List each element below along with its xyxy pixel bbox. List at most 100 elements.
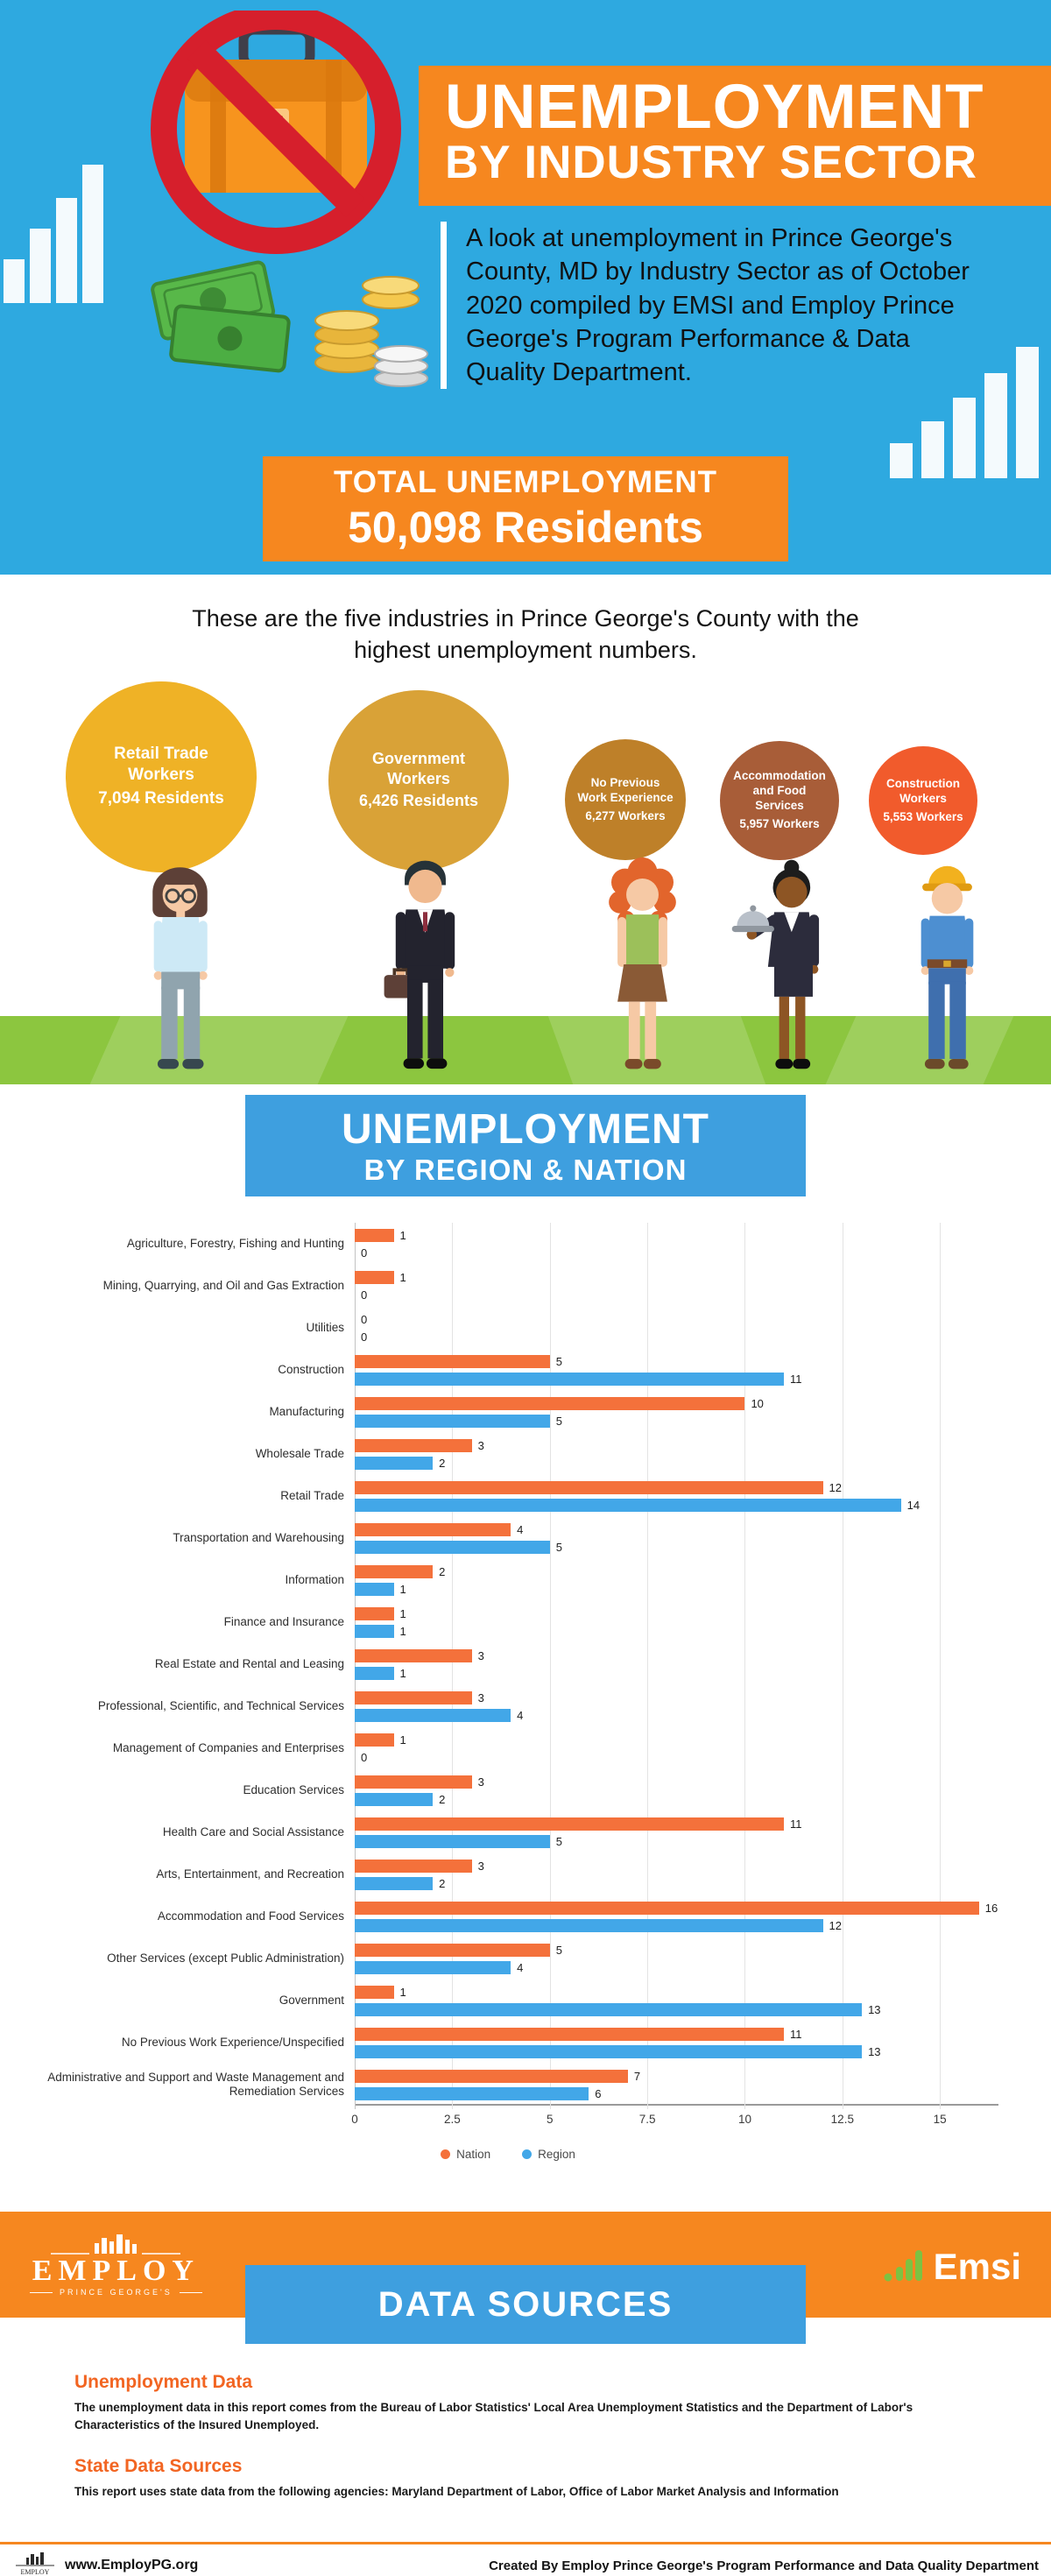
emsi-logo: Emsi <box>883 2245 1021 2287</box>
region-bar <box>355 1876 434 1890</box>
chart-row: Accommodation and Food Services 16 12 <box>18 1895 998 1937</box>
chart-row: No Previous Work Experience/Unspecified 1… <box>18 2022 998 2064</box>
nation-bar <box>355 1606 394 1620</box>
chart-row: Manufacturing 10 5 <box>18 1391 998 1433</box>
chart-x-axis: 0 2.5 5 7.5 10 12.5 15 <box>351 2106 998 2135</box>
bar-value-label: 3 <box>477 1690 484 1704</box>
bar-value-label: 1 <box>399 1666 406 1680</box>
bar-value-label: 1 <box>399 1228 406 1242</box>
chart-row: Education Services 3 2 <box>18 1769 998 1811</box>
x-tick-label: 5 <box>546 2113 554 2126</box>
region-bar <box>355 1624 394 1638</box>
bar-chart-decoration-left <box>4 165 103 303</box>
chart-legend: Nation Region <box>18 2148 998 2161</box>
employ-logo-text: EMPLOY <box>32 2254 200 2287</box>
industry-bubble: No Previous Work Experience 6,277 Workers <box>565 739 686 860</box>
nation-bar <box>355 1438 472 1452</box>
no-work-illustration <box>151 11 428 387</box>
chart-category-label: Real Estate and Rental and Leasing <box>154 1657 344 1671</box>
nation-bar <box>355 1564 434 1578</box>
bar-value-label: 1 <box>399 1582 406 1596</box>
footer: EMPLOY www.EmployPG.org Created By Emplo… <box>0 2542 1051 2576</box>
bar-value-label: 16 <box>984 1901 998 1915</box>
chart-category-label: Other Services (except Public Administra… <box>107 1951 344 1966</box>
chart-category-label: Agriculture, Forestry, Fishing and Hunti… <box>126 1237 344 1251</box>
x-tick-label: 7.5 <box>638 2113 656 2126</box>
bar-value-label: 3 <box>477 1648 484 1662</box>
bar-value-label: 1 <box>399 1985 406 1999</box>
chart-category-label: Accommodation and Food Services <box>157 1909 344 1923</box>
bar-value-label: 1 <box>399 1606 406 1620</box>
region-banner-line2: BY REGION & NATION <box>363 1153 688 1186</box>
bar-chart-decoration-right <box>890 347 1039 478</box>
grid-line <box>940 1223 942 2109</box>
chart-category-label: Wholesale Trade <box>255 1447 344 1461</box>
chart-category-label: Management of Companies and Enterprises <box>112 1741 344 1755</box>
chart-row: Health Care and Social Assistance 11 5 <box>18 1811 998 1853</box>
chart-category-label: Education Services <box>243 1783 344 1797</box>
nation-bar <box>355 1775 472 1789</box>
bar-value-label: 0 <box>361 1246 368 1260</box>
region-bar <box>355 1666 394 1680</box>
chart-row: Management of Companies and Enterprises 1… <box>18 1727 998 1769</box>
emsi-logo-text: Emsi <box>933 2245 1021 2287</box>
illustration-retail-worker <box>152 867 208 1069</box>
region-bar <box>355 1708 511 1722</box>
bar-value-label: 4 <box>517 1708 524 1722</box>
legend-item-region: Region <box>522 2148 575 2161</box>
nation-bar <box>355 1522 511 1536</box>
nation-bar <box>355 1985 394 1999</box>
chart-row: Agriculture, Forestry, Fishing and Hunti… <box>18 1223 998 1265</box>
svg-text:EMPLOY: EMPLOY <box>21 2568 50 2576</box>
chart-rows: Agriculture, Forestry, Fishing and Hunti… <box>18 1223 998 2106</box>
bar-value-label: 3 <box>477 1859 484 1873</box>
x-tick-label: 2.5 <box>443 2113 461 2126</box>
chart-row: Information 2 1 <box>18 1559 998 1601</box>
bar-value-label: 2 <box>439 1456 446 1470</box>
chart-category-label: Arts, Entertainment, and Recreation <box>156 1867 344 1881</box>
bar-value-label: 4 <box>517 1522 524 1536</box>
chart-category-label: Utilities <box>306 1321 344 1335</box>
nation-bar <box>355 1943 550 1957</box>
nation-bar <box>355 2069 628 2083</box>
total-unemployment-label: TOTAL UNEMPLOYMENT <box>334 465 717 499</box>
footer-website-link[interactable]: www.EmployPG.org <box>65 2558 199 2572</box>
region-bar <box>355 1456 434 1470</box>
bar-value-label: 12 <box>829 1480 842 1494</box>
employ-logo-subtext: PRINCE GEORGE'S <box>60 2288 173 2297</box>
nation-bar <box>355 1354 550 1368</box>
industry-value: 5,957 Workers <box>739 817 820 831</box>
chart-category-label: Construction <box>278 1363 344 1377</box>
region-bar <box>355 1540 550 1554</box>
industry-name: No Previous Work Experience <box>577 775 674 804</box>
chart-row: Wholesale Trade 3 2 <box>18 1433 998 1475</box>
bar-value-label: 1 <box>399 1733 406 1747</box>
logo-rule <box>179 2291 202 2293</box>
chart-row: Retail Trade 12 14 <box>18 1475 998 1517</box>
industry-name: Government Workers <box>371 750 466 787</box>
region-bar <box>355 1414 550 1428</box>
chart-gridlines <box>355 1223 998 2109</box>
x-tick-label: 10 <box>737 2113 751 2126</box>
chart-category-label: No Previous Work Experience/Unspecified <box>121 2036 344 2050</box>
bar-value-label: 11 <box>790 2027 802 2041</box>
legend-item-nation: Nation <box>441 2148 490 2161</box>
chart-row: Professional, Scientific, and Technical … <box>18 1685 998 1727</box>
chart-row: Mining, Quarrying, and Oil and Gas Extra… <box>18 1265 998 1307</box>
grid-line <box>647 1223 649 2109</box>
page-subtitle: BY INDUSTRY SECTOR <box>445 137 977 188</box>
industry-name: Construction Workers <box>886 776 960 805</box>
bar-value-label: 4 <box>517 1960 524 1974</box>
bar-value-label: 0 <box>361 1750 368 1764</box>
nation-bar <box>355 1690 472 1704</box>
footer-credit: Created By Employ Prince George's Progra… <box>489 2558 1039 2573</box>
chart-row: Construction 5 11 <box>18 1349 998 1391</box>
bar-value-label: 0 <box>361 1312 368 1326</box>
chart-row: Administrative and Support and Waste Man… <box>18 2064 998 2106</box>
intro-description: A look at unemployment in Prince George'… <box>441 222 988 390</box>
region-nation-banner: UNEMPLOYMENT BY REGION & NATION <box>245 1095 806 1196</box>
bar-value-label: 11 <box>790 1817 802 1831</box>
data-sources-banner: DATA SOURCES <box>245 2265 806 2344</box>
nation-bar <box>355 1648 472 1662</box>
employ-pg-logo: EMPLOY PRINCE GEORGE'S <box>30 2233 202 2297</box>
